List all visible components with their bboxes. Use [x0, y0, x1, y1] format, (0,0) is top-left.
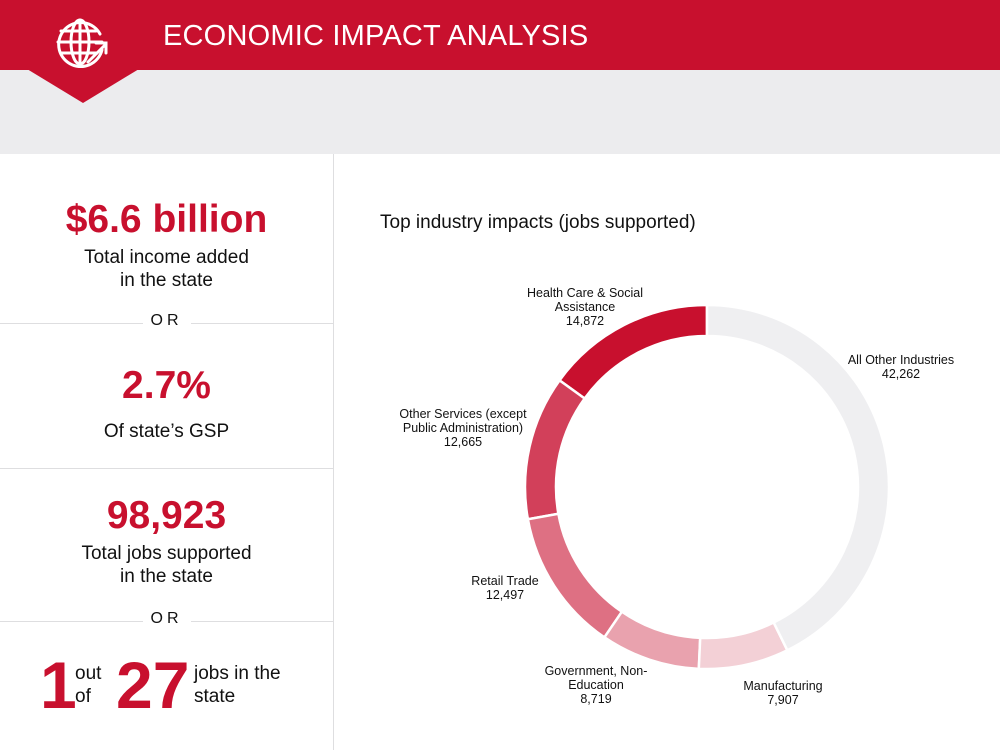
slice-label: Other Services (except Public Administrat… [399, 407, 527, 449]
or-separator: OR [0, 312, 333, 330]
slice-value-label: 7,907 [767, 693, 798, 707]
ratio-word-jobs: jobs in the [194, 663, 281, 684]
slice-name-label: Manufacturing [743, 679, 822, 693]
slice-name-label: Health Care & Social [527, 286, 643, 300]
donut-slice [523, 378, 587, 521]
ratio-number-one: 1 [40, 648, 77, 722]
or-text: OR [142, 312, 191, 329]
slice-label: All Other Industries 42,262 [848, 353, 954, 381]
gsp-value: 2.7% [122, 364, 211, 407]
income-value: $6.6 billion [65, 198, 268, 241]
slice-value-label: 42,262 [882, 367, 920, 381]
slice-name-label: Assistance [555, 300, 615, 314]
slice-name-label: Retail Trade [471, 574, 538, 588]
slice-label: Government, Non-Education 8,719 [545, 664, 648, 706]
income-caption-line1: Total income added [84, 247, 249, 268]
slice-name-label: Public Administration) [403, 421, 523, 435]
slice-value-label: 8,719 [580, 692, 611, 706]
slice-name-label: Government, Non- [545, 664, 648, 678]
header-notch [27, 69, 139, 103]
income-caption-line2: in the state [120, 270, 213, 291]
page-title: ECONOMIC IMPACT ANALYSIS [163, 20, 589, 52]
donut-slice [602, 609, 702, 671]
slice-value-label: 14,872 [566, 314, 604, 328]
stats-panel: $6.6 billion Total income added in the s… [0, 154, 333, 750]
jobs-caption-line2: in the state [120, 566, 213, 587]
income-stat: $6.6 billion Total income added in the s… [0, 198, 333, 292]
ratio-jobs-text: jobs in the state [194, 662, 281, 708]
jobs-ratio: 1 out of 27 jobs in the state [0, 644, 333, 724]
ratio-word-state: state [194, 686, 236, 707]
ratio-number-two: 27 [116, 648, 190, 722]
ratio-word-out: out [75, 663, 102, 684]
slice-name-label: Other Services (except [399, 407, 527, 421]
donut-slice [697, 620, 790, 671]
header-bar [0, 0, 1000, 70]
donut-slice [705, 303, 891, 652]
ratio-word-of: of [75, 686, 91, 707]
header-band [0, 70, 1000, 154]
jobs-value: 98,923 [106, 494, 227, 537]
chart-title: Top industry impacts (jobs supported) [380, 212, 696, 233]
column-divider [333, 154, 334, 750]
slice-label: Manufacturing 7,907 [743, 679, 822, 707]
or-separator: OR [0, 610, 333, 628]
gsp-stat: 2.7% Of state’s GSP [0, 364, 333, 443]
slice-name-label: All Other Industries [848, 353, 954, 367]
slice-label: Health Care & Social Assistance 14,872 [527, 286, 643, 328]
jobs-stat: 98,923 Total jobs supported in the state [0, 494, 333, 588]
slice-name-label: Education [568, 678, 624, 692]
jobs-caption-line1: Total jobs supported [81, 543, 252, 564]
divider-rule [0, 468, 333, 469]
slice-label: Retail Trade 12,497 [471, 574, 538, 602]
slice-value-label: 12,497 [486, 588, 524, 602]
donut-chart: Health Care & Social Assistance 14,872 Othe… [399, 286, 954, 707]
slice-value-label: 12,665 [444, 435, 482, 449]
donut-slice [526, 512, 624, 640]
or-text: OR [142, 610, 191, 627]
gsp-caption: Of state’s GSP [103, 421, 230, 442]
ratio-out-of: out of [75, 662, 101, 708]
globe-arrow-icon [56, 18, 108, 68]
